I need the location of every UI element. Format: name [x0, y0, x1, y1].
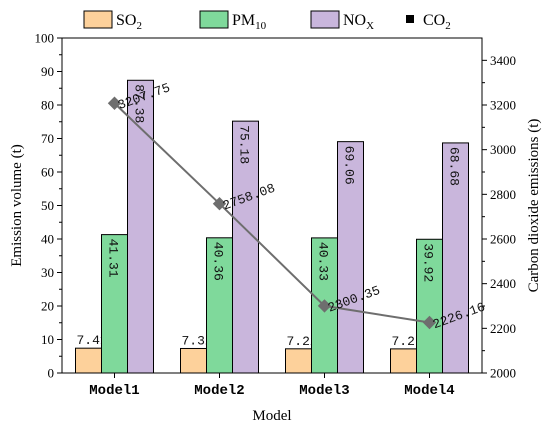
bar-pm-model1	[101, 234, 128, 374]
legend-label-no: NOX	[343, 12, 374, 32]
y-tick-label: 90	[41, 64, 54, 79]
y2-axis-title: Carbon dioxide emissions (t)	[526, 119, 542, 293]
y-tick-label: 20	[41, 299, 54, 314]
legend-label-so: SO2	[116, 12, 142, 32]
legend-label-co: CO2	[423, 12, 451, 32]
legend-label-pm: PM10	[232, 12, 267, 32]
bar-so-model2	[180, 347, 207, 374]
y-tick-label: 30	[41, 265, 54, 280]
x-tick-label: Model1	[89, 383, 139, 399]
co2-point-model3	[317, 299, 332, 313]
data-label-no-model2: 75.18	[237, 125, 252, 164]
y2-tick-label: 2400	[490, 276, 516, 291]
bar-so-model4	[390, 348, 417, 374]
data-label-pm-model4: 39.92	[421, 243, 436, 282]
y2-tick-label: 3200	[490, 98, 516, 113]
co2-point-model4	[422, 315, 437, 330]
data-label-pm-model3: 40.33	[316, 242, 331, 281]
data-label-so-model1: 7.41	[77, 333, 108, 348]
bar-no-model1	[127, 79, 154, 374]
bar-no-model4	[442, 142, 469, 374]
data-label-no-model3: 69.06	[342, 146, 357, 185]
legend-swatch-no	[310, 10, 340, 29]
x-tick-label: Model4	[404, 383, 454, 399]
y2-tick-label: 2600	[490, 232, 516, 247]
x-tick-label: Model3	[299, 383, 349, 399]
y-tick-label: 60	[41, 165, 54, 180]
y-tick-label: 70	[41, 131, 54, 146]
y2-tick-label: 2200	[490, 321, 516, 336]
y-tick-label: 100	[35, 31, 55, 46]
y2-tick-label: 2000	[490, 366, 516, 381]
y-tick-label: 50	[41, 198, 54, 213]
y-tick-label: 0	[48, 366, 55, 381]
legend-marker-co	[406, 15, 414, 23]
data-label-pm-model1: 41.31	[106, 239, 121, 278]
data-label-so-model3: 7.22	[287, 334, 318, 349]
legend-swatch-pm	[199, 10, 229, 29]
y2-tick-label: 2800	[490, 187, 516, 202]
y-axis-title: Emission volume (t)	[9, 144, 25, 267]
y-tick-label: 80	[41, 98, 54, 113]
data-label-no-model1: 87.38	[132, 84, 147, 123]
legend: SO2 PM10 NOX CO2	[83, 10, 451, 32]
y-tick-label: 40	[41, 232, 54, 247]
bar-no-model2	[232, 120, 259, 374]
co2-point-model2	[212, 196, 227, 211]
data-label-so-model2: 7.32	[182, 333, 213, 348]
legend-swatch-so	[83, 10, 113, 29]
data-label-no-model4: 68.68	[447, 147, 462, 186]
x-axis-title: Model	[252, 408, 291, 424]
bar-so-model1	[75, 347, 102, 374]
y2-tick-label: 3000	[490, 142, 516, 157]
y2-tick-label: 3400	[490, 53, 516, 68]
co2-point-model1	[107, 96, 122, 110]
bar-so-model3	[285, 348, 312, 374]
data-label-pm-model2: 40.36	[211, 242, 226, 281]
x-tick-label: Model2	[194, 383, 244, 399]
y-tick-label: 10	[41, 332, 54, 347]
data-label-so-model4: 7.2	[392, 334, 415, 349]
co2-line	[113, 102, 430, 324]
bar-no-model3	[337, 141, 364, 374]
